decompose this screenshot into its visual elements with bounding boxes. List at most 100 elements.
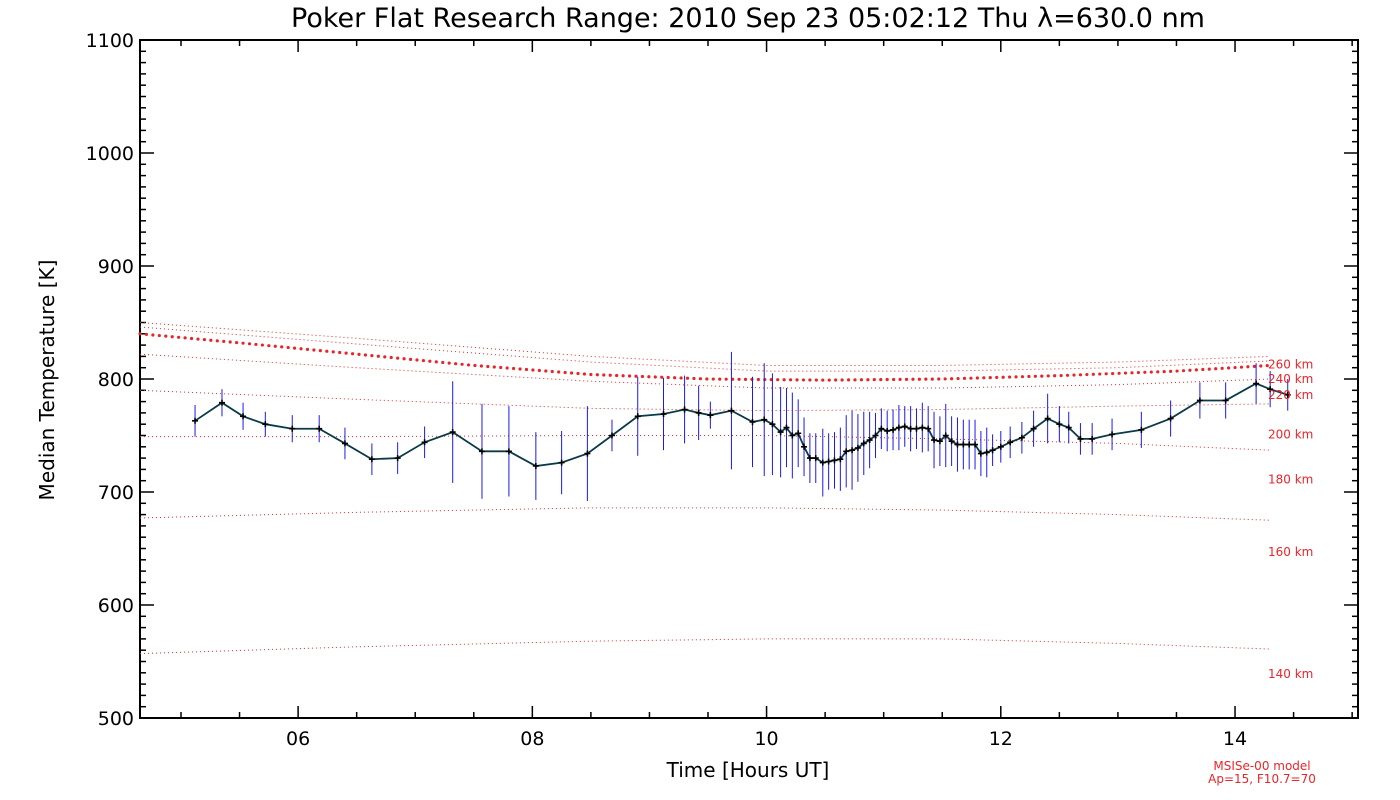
altitude-label: 160 km: [1268, 545, 1313, 559]
model-dot: [1149, 370, 1153, 374]
y-tick-label: 500: [98, 708, 134, 730]
model-note-line-1: MSISe-00 model: [1213, 759, 1310, 773]
model-dot: [711, 377, 715, 381]
model-dot: [995, 375, 999, 380]
model-dot: [1239, 365, 1244, 369]
chart-title: Poker Flat Research Range: 2010 Sep 23 0…: [291, 3, 1205, 34]
model-dot: [666, 375, 670, 380]
model-dot: [1040, 374, 1044, 378]
model-dot: [1265, 364, 1269, 368]
model-dot: [1053, 374, 1057, 378]
model-dot: [801, 378, 806, 382]
model-dot: [421, 358, 426, 363]
data-point: [854, 444, 861, 451]
model-dot: [988, 376, 992, 380]
model-dot: [595, 373, 599, 377]
model-level-220-km: [139, 353, 1271, 389]
model-dot: [396, 356, 400, 360]
model-dot: [917, 377, 922, 381]
measured-line: [194, 382, 1289, 467]
model-level-160-km: [139, 507, 1271, 521]
model-dot: [782, 378, 786, 382]
model-dot: [718, 377, 722, 381]
model-dot: [582, 372, 587, 376]
model-dot: [937, 377, 941, 381]
model-dot: [254, 342, 258, 347]
data-point: [966, 441, 973, 448]
altitude-label: 260 km: [1268, 357, 1313, 371]
data-point: [192, 417, 199, 424]
y-tick-label: 700: [98, 482, 134, 504]
model-dot: [460, 362, 464, 366]
y-tick-label: 600: [98, 595, 134, 617]
model-dot: [492, 365, 496, 369]
x-tick-label: 12: [989, 728, 1013, 750]
y-tick-label: 1000: [86, 143, 134, 165]
model-dot: [634, 374, 638, 378]
model-dot: [1085, 372, 1089, 377]
model-dot: [1130, 371, 1134, 375]
data-point: [925, 425, 932, 432]
data-point: [795, 430, 802, 437]
model-dot: [518, 367, 522, 371]
data-point: [812, 455, 819, 462]
model-dot: [1046, 374, 1050, 378]
data-point: [532, 463, 539, 470]
model-dot: [679, 376, 683, 380]
model-dot: [1188, 368, 1192, 372]
data-point: [831, 457, 838, 464]
data-point: [341, 440, 348, 447]
model-dot: [885, 377, 889, 382]
model-dot: [943, 377, 947, 381]
data-point: [478, 448, 485, 455]
plot-frame: [139, 39, 1359, 719]
data-point: [289, 425, 296, 432]
model-dot: [950, 377, 954, 381]
data-point: [1222, 397, 1229, 404]
model-level-200-km: [139, 389, 1271, 412]
model-dot: [479, 364, 483, 368]
data-point: [1056, 421, 1063, 428]
data-point: [843, 448, 850, 455]
model-level-180-km: [140, 435, 1271, 451]
model-dot: [273, 344, 277, 348]
model-dot: [705, 377, 709, 381]
model-dot: [1226, 366, 1231, 370]
data-point: [942, 432, 949, 439]
model-dot: [1201, 367, 1205, 372]
y-tick-label: 800: [98, 369, 134, 391]
model-dot: [1233, 365, 1237, 370]
model-dot: [692, 376, 696, 381]
model-dot: [537, 368, 541, 373]
model-dot: [235, 340, 239, 345]
model-dot: [454, 362, 458, 366]
model-dot: [305, 347, 310, 351]
data-point: [1109, 431, 1116, 438]
model-dot: [344, 351, 348, 355]
x-tick-label: 10: [754, 728, 778, 750]
data-point: [1044, 415, 1051, 422]
model-dot: [653, 375, 657, 379]
altitude-label: 180 km: [1268, 473, 1313, 487]
model-dot: [1078, 373, 1083, 377]
model-dot: [821, 378, 825, 382]
data-point: [1077, 435, 1084, 442]
model-dot: [569, 371, 574, 375]
data-point: [972, 441, 979, 448]
model-dot: [1259, 364, 1263, 368]
model-dot: [1014, 375, 1018, 379]
data-point: [695, 409, 702, 416]
data-point: [681, 406, 688, 413]
model-dot: [1059, 373, 1063, 378]
model-dot: [1181, 369, 1186, 373]
model-dot: [1143, 370, 1147, 374]
data-point: [749, 418, 756, 425]
altitude-label: 240 km: [1268, 372, 1313, 386]
model-dot: [247, 342, 252, 346]
model-dot: [647, 375, 651, 379]
model-dot: [170, 335, 174, 339]
model-level-140-km: [139, 638, 1271, 655]
data-point: [777, 429, 784, 436]
model-dot: [434, 360, 438, 364]
